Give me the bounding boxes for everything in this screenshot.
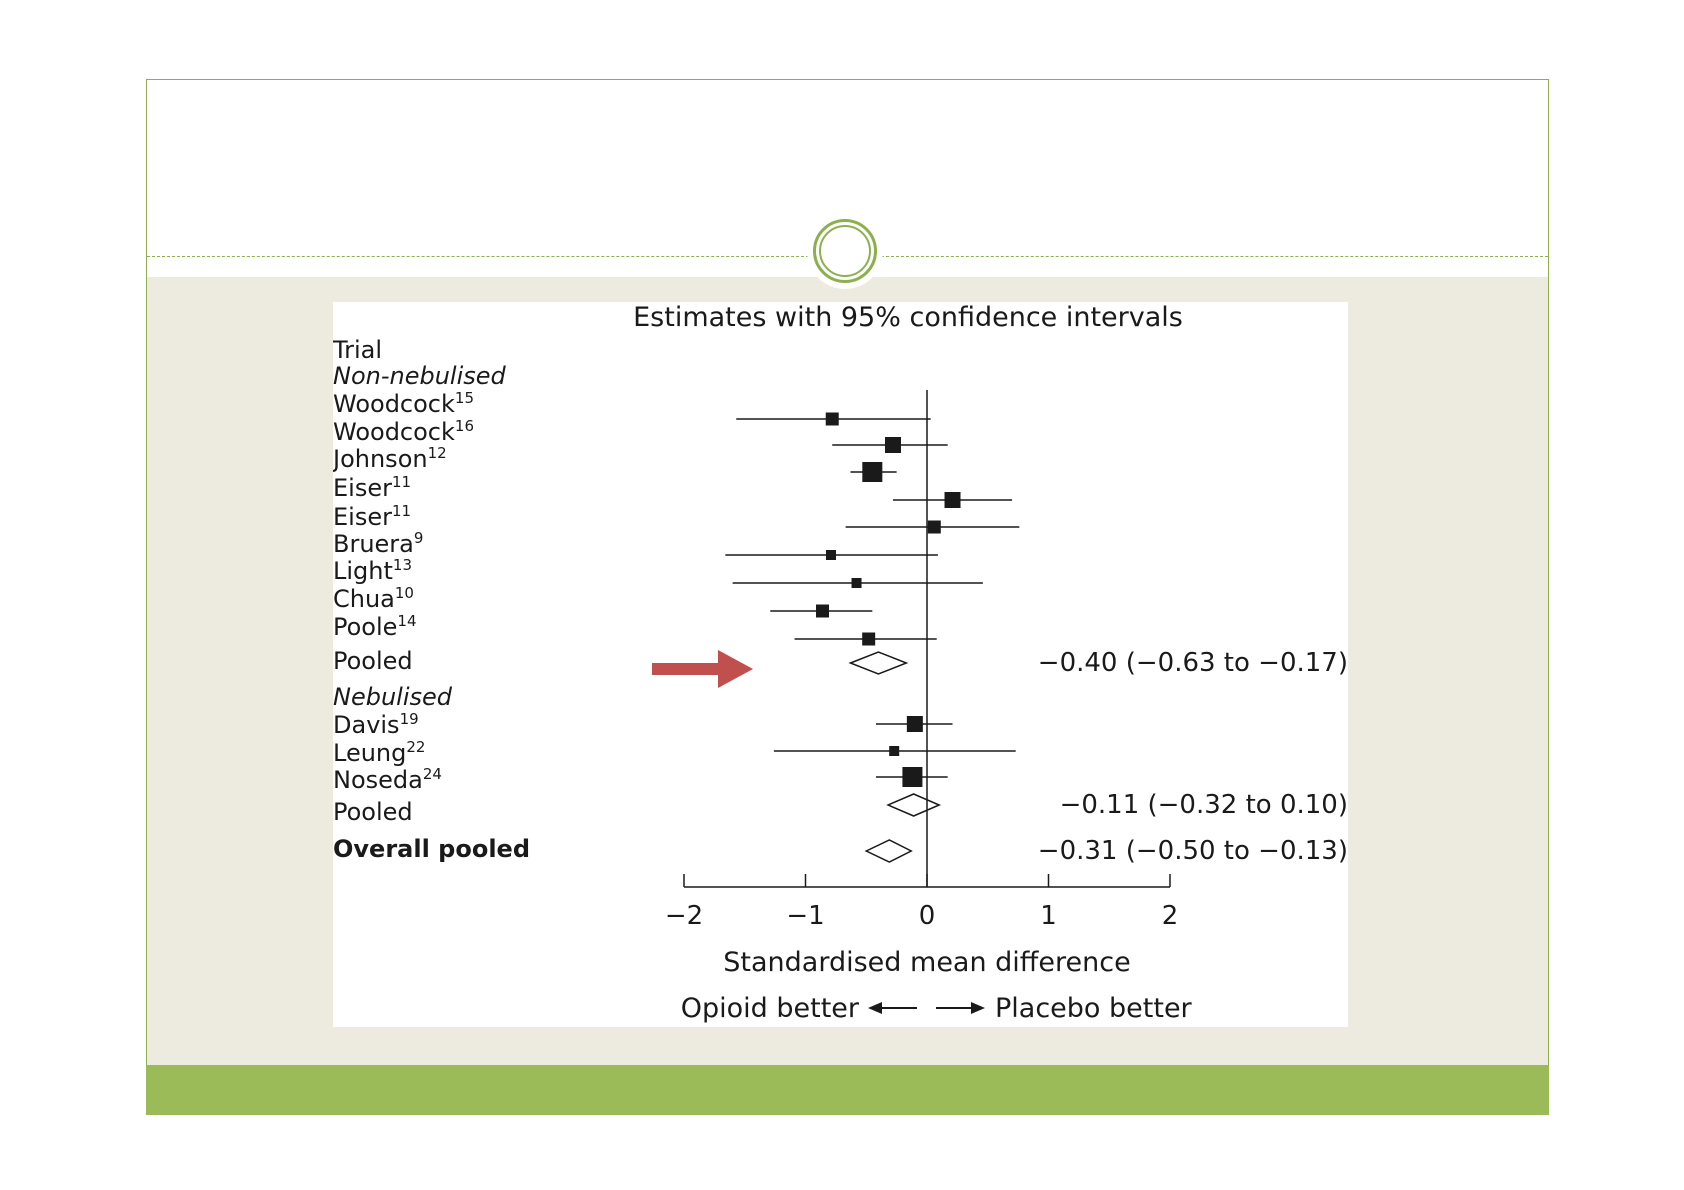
pooled-label: Pooled bbox=[333, 647, 413, 675]
point-estimate-square bbox=[825, 412, 839, 426]
trial-column-header: Trial bbox=[333, 336, 382, 364]
citation-superscript: 16 bbox=[455, 417, 474, 435]
ornament-outer-ring bbox=[813, 219, 877, 283]
study-label: Bruera9 bbox=[333, 529, 423, 558]
pooled-ci-text: −0.40 (−0.63 to −0.17) bbox=[1038, 648, 1348, 678]
right-direction-arrowhead bbox=[971, 1002, 985, 1014]
pooled-ci-text: −0.31 (−0.50 to −0.13) bbox=[1038, 836, 1348, 866]
study-label: Woodcock16 bbox=[333, 417, 474, 446]
study-label: Eiser11 bbox=[333, 502, 411, 531]
pooled-label: Pooled bbox=[333, 798, 413, 826]
pooled-estimate-diamond bbox=[886, 793, 942, 817]
x-tick-label: −2 bbox=[665, 901, 703, 931]
x-tick-label: −1 bbox=[786, 901, 824, 931]
highlight-arrow-shaft bbox=[652, 663, 720, 675]
study-label: Eiser11 bbox=[333, 473, 411, 502]
chart-title: Estimates with 95% confidence intervals bbox=[633, 302, 1183, 333]
study-label: Woodcock15 bbox=[333, 389, 474, 418]
study-label: Chua10 bbox=[333, 584, 414, 613]
point-estimate-square bbox=[862, 632, 876, 646]
group-label: Non-nebulised bbox=[333, 362, 507, 390]
group-label: Nebulised bbox=[333, 683, 453, 711]
point-estimate-square bbox=[816, 604, 830, 618]
direction-right-label: Placebo better bbox=[995, 993, 1193, 1024]
citation-superscript: 14 bbox=[397, 612, 416, 630]
x-tick-label: 0 bbox=[919, 901, 936, 931]
pooled-estimate-diamond bbox=[864, 839, 913, 863]
pooled-ci-text: −0.11 (−0.32 to 0.10) bbox=[1060, 790, 1348, 820]
forest-rows: Non-nebulisedWoodcock15Woodcock16Johnson… bbox=[333, 362, 1348, 866]
citation-superscript: 13 bbox=[393, 556, 412, 574]
study-label: Davis19 bbox=[333, 710, 419, 739]
direction-arrows bbox=[868, 1002, 985, 1014]
citation-superscript: 22 bbox=[406, 738, 425, 756]
citation-superscript: 24 bbox=[423, 765, 442, 783]
direction-left-label: Opioid better bbox=[681, 993, 860, 1024]
overall-label: Overall pooled bbox=[333, 835, 530, 863]
slide-circle-ornament bbox=[807, 213, 883, 289]
point-estimate-square bbox=[862, 462, 883, 482]
citation-superscript: 9 bbox=[414, 529, 424, 547]
ornament-inner-ring bbox=[819, 225, 871, 277]
citation-superscript: 10 bbox=[395, 584, 414, 602]
x-tick-label: 1 bbox=[1040, 901, 1057, 931]
study-label: Leung22 bbox=[333, 738, 425, 767]
point-estimate-square bbox=[927, 520, 941, 534]
citation-superscript: 12 bbox=[428, 444, 447, 462]
forest-plot: Estimates with 95% confidence intervals … bbox=[333, 302, 1348, 1024]
point-estimate-square bbox=[826, 550, 837, 560]
pooled-estimate-diamond bbox=[848, 651, 909, 675]
left-direction-arrowhead bbox=[868, 1002, 882, 1014]
slide-footer-bar bbox=[146, 1065, 1549, 1115]
x-axis: −2 −1 0 1 2 bbox=[665, 390, 1178, 931]
point-estimate-square bbox=[944, 492, 961, 508]
study-label: Johnson12 bbox=[333, 444, 447, 473]
point-estimate-square bbox=[906, 716, 923, 732]
point-estimate-square bbox=[884, 437, 901, 453]
x-axis-label: Standardised mean difference bbox=[723, 947, 1130, 978]
x-tick-label: 2 bbox=[1162, 901, 1179, 931]
forest-plot-panel: Estimates with 95% confidence intervals … bbox=[333, 302, 1348, 1027]
citation-superscript: 11 bbox=[392, 473, 411, 491]
point-estimate-square bbox=[889, 746, 900, 756]
point-estimate-square bbox=[902, 767, 923, 787]
study-label: Light13 bbox=[333, 556, 412, 585]
study-label: Noseda24 bbox=[333, 765, 442, 794]
highlight-arrow-head bbox=[718, 650, 753, 688]
citation-superscript: 11 bbox=[392, 502, 411, 520]
study-label: Poole14 bbox=[333, 612, 417, 641]
citation-superscript: 19 bbox=[400, 710, 419, 728]
highlight-arrow bbox=[652, 650, 753, 688]
point-estimate-square bbox=[851, 578, 862, 588]
citation-superscript: 15 bbox=[455, 389, 474, 407]
